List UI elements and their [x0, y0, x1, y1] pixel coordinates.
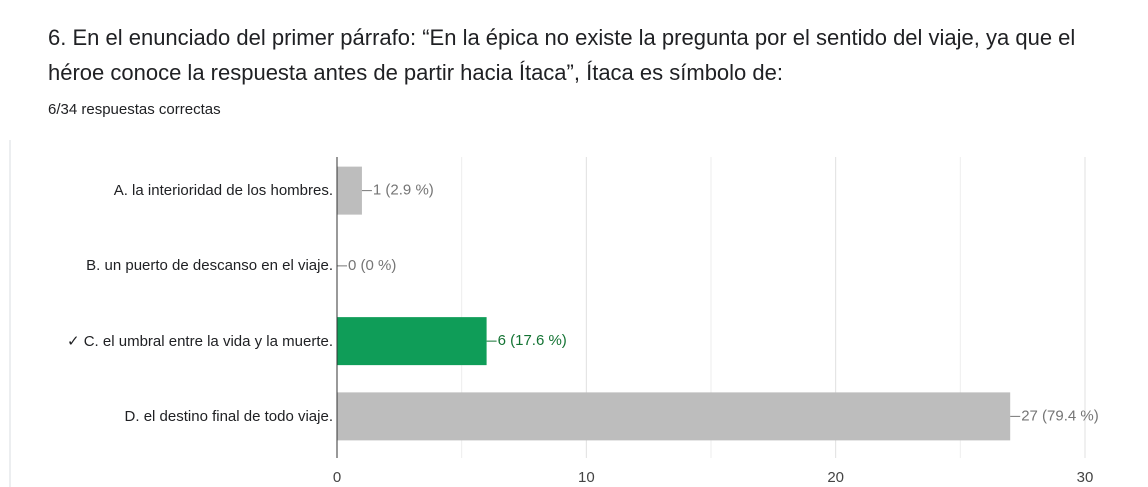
value-label: 0 (0 %)	[348, 257, 396, 274]
bar	[337, 317, 487, 366]
x-tick-label: 30	[1077, 469, 1094, 486]
chart-subtitle: 6/34 respuestas correctas	[48, 101, 221, 118]
chart-title: 6. En el enunciado del primer párrafo: “…	[48, 25, 1076, 85]
bar	[337, 392, 1011, 441]
category-label: D. el destino final de todo viaje.	[124, 407, 333, 425]
category-label: ✓ C. el umbral entre la vida y la muerte…	[66, 332, 333, 350]
bar	[337, 166, 362, 215]
value-label: 1 (2.9 %)	[373, 182, 434, 199]
x-tick-label: 10	[578, 469, 595, 486]
x-tick-label: 0	[333, 469, 341, 486]
x-tick-label: 20	[827, 469, 844, 486]
value-label: 27 (79.4 %)	[1021, 407, 1099, 424]
category-label: A. la interioridad de los hombres.	[113, 182, 333, 200]
category-label: B. un puerto de descanso en el viaje.	[86, 257, 333, 275]
value-label: 6 (17.6 %)	[498, 332, 567, 349]
